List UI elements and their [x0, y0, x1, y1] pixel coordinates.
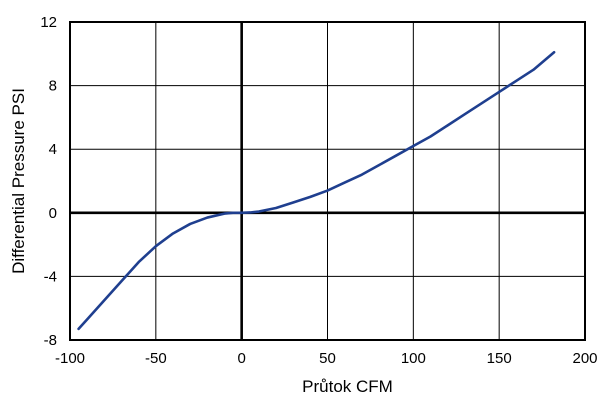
x-tick-label: 200: [572, 350, 597, 367]
series-line-0: [77, 50, 556, 331]
y-tick-label: -8: [44, 332, 57, 349]
y-tick-labels: -8 -4 0 4 8 12: [40, 14, 57, 349]
x-axis-title: Průtok CFM: [302, 377, 393, 396]
y-tick-label: 4: [49, 141, 57, 158]
x-tick-label: 100: [401, 350, 426, 367]
y-tick-label: -4: [44, 268, 57, 285]
y-tick-label: 12: [40, 14, 57, 31]
x-tick-label: 150: [487, 350, 512, 367]
y-tick-label: 8: [49, 78, 57, 95]
x-tick-label: 0: [237, 350, 245, 367]
series-layer: [77, 50, 556, 331]
x-tick-label: -100: [55, 350, 85, 367]
grid-lines: [70, 22, 585, 340]
plot-frame: [69, 21, 586, 341]
x-tick-labels: -100 -50 0 50 100 150 200: [55, 350, 598, 367]
x-tick-label: -50: [145, 350, 167, 367]
y-tick-label: 0: [49, 205, 57, 222]
x-tick-label: 50: [319, 350, 336, 367]
y-axis-title: Differential Pressure PSI: [9, 88, 28, 274]
zero-axes: [70, 22, 585, 340]
